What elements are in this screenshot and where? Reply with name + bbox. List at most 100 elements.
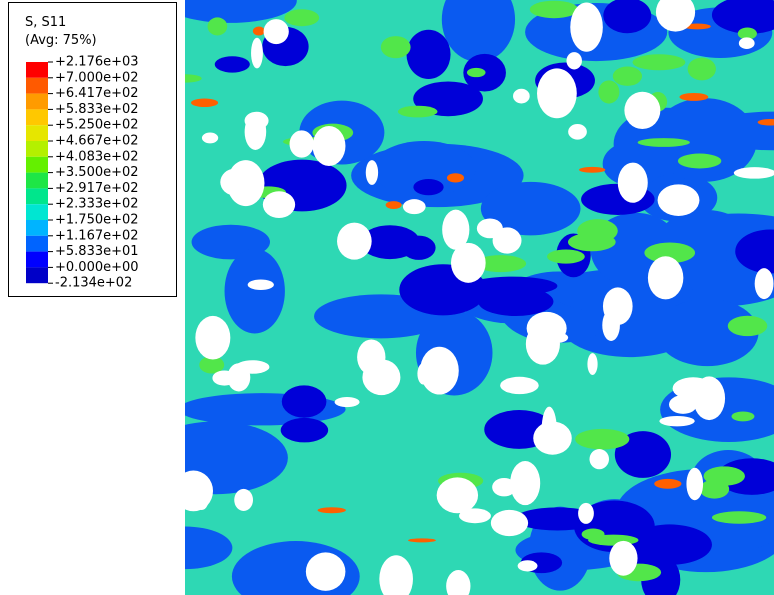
void xyxy=(436,477,479,514)
void xyxy=(537,68,577,119)
contour-green xyxy=(466,67,486,78)
void xyxy=(417,363,430,385)
legend-label: +2.333e+02 xyxy=(55,197,139,212)
void xyxy=(365,160,379,185)
void xyxy=(578,502,594,524)
contour-blue xyxy=(224,248,285,334)
legend-label: +5.833e+02 xyxy=(55,102,139,117)
contour-blue xyxy=(185,526,233,570)
void xyxy=(655,0,696,32)
contour-green xyxy=(578,431,619,442)
legend-swatch xyxy=(26,156,48,173)
contour-blue xyxy=(372,141,476,197)
void xyxy=(624,91,661,130)
void xyxy=(544,332,569,344)
contour-green xyxy=(687,57,716,81)
contour-green xyxy=(731,411,755,422)
contour-green xyxy=(380,36,411,59)
contour-green xyxy=(612,66,643,86)
void xyxy=(442,209,470,250)
contour-deep-blue xyxy=(603,0,652,34)
void xyxy=(492,477,517,497)
contour-green xyxy=(727,315,768,337)
void xyxy=(602,287,633,326)
void xyxy=(566,52,582,70)
void xyxy=(647,256,684,300)
contour-green xyxy=(677,153,722,169)
contour-blue xyxy=(185,0,297,23)
void xyxy=(738,37,755,49)
legend-label: +7.000e+02 xyxy=(55,70,139,85)
legend-swatch xyxy=(26,267,48,284)
legend-label: +4.667e+02 xyxy=(55,134,139,149)
contour-blue xyxy=(185,421,288,495)
void xyxy=(234,488,254,512)
void xyxy=(733,167,774,179)
void xyxy=(617,162,648,203)
contour-green xyxy=(207,17,228,36)
void xyxy=(212,370,237,386)
void xyxy=(492,227,522,254)
contour-hot xyxy=(191,98,219,108)
void xyxy=(541,406,557,453)
void xyxy=(337,222,372,260)
void xyxy=(517,560,538,572)
void xyxy=(609,540,638,576)
void xyxy=(446,570,471,595)
contour-green xyxy=(737,27,757,40)
legend-label: +0.000e+00 xyxy=(55,260,139,275)
legend-scale: +2.176e+03+7.000e+02+6.417e+02+5.833e+02… xyxy=(26,55,139,291)
legend-swatch xyxy=(26,188,48,205)
contour-green xyxy=(475,255,527,273)
void xyxy=(450,242,486,283)
void xyxy=(247,279,274,290)
contour-blue xyxy=(480,181,581,236)
contour-deep-blue xyxy=(406,29,451,79)
legend-label: +1.167e+02 xyxy=(55,228,139,243)
void xyxy=(659,415,695,427)
void xyxy=(244,113,267,150)
contour-hot xyxy=(408,538,436,543)
contour-green xyxy=(547,249,585,264)
contour-green xyxy=(397,105,438,118)
contour-green xyxy=(699,479,730,499)
contour-green xyxy=(598,80,620,104)
contour-green xyxy=(711,511,767,524)
contour-blue xyxy=(656,298,759,367)
void xyxy=(420,346,459,395)
void xyxy=(568,123,587,140)
legend-swatch xyxy=(26,62,48,78)
contour-hot xyxy=(252,26,265,36)
contour-hot xyxy=(679,92,709,101)
legend-swatch xyxy=(26,93,48,110)
void xyxy=(490,509,529,537)
void xyxy=(220,168,250,196)
void xyxy=(754,268,774,300)
legend-swatch xyxy=(26,220,48,236)
legend-swatch xyxy=(26,141,48,157)
contour-hot xyxy=(654,478,682,489)
contour-green xyxy=(637,138,690,147)
contour-hot xyxy=(579,166,606,173)
void xyxy=(262,191,296,219)
void xyxy=(402,199,426,215)
legend-label: +5.250e+02 xyxy=(55,118,139,133)
contour-deep-blue xyxy=(735,229,774,274)
void xyxy=(185,470,214,512)
contour-deep-blue xyxy=(281,385,327,418)
legend-swatch xyxy=(26,125,48,141)
void xyxy=(251,37,263,69)
legend-swatch xyxy=(26,204,48,220)
void xyxy=(525,323,560,365)
contour-deep-blue xyxy=(413,178,444,196)
void xyxy=(513,88,530,104)
void xyxy=(312,126,346,167)
void xyxy=(686,467,704,501)
contour-deep-blue xyxy=(614,431,672,478)
void xyxy=(570,2,603,52)
contour-deep-blue xyxy=(467,276,558,296)
contour-hot xyxy=(317,507,346,514)
void xyxy=(657,184,700,216)
legend-label: +1.750e+02 xyxy=(55,213,139,228)
